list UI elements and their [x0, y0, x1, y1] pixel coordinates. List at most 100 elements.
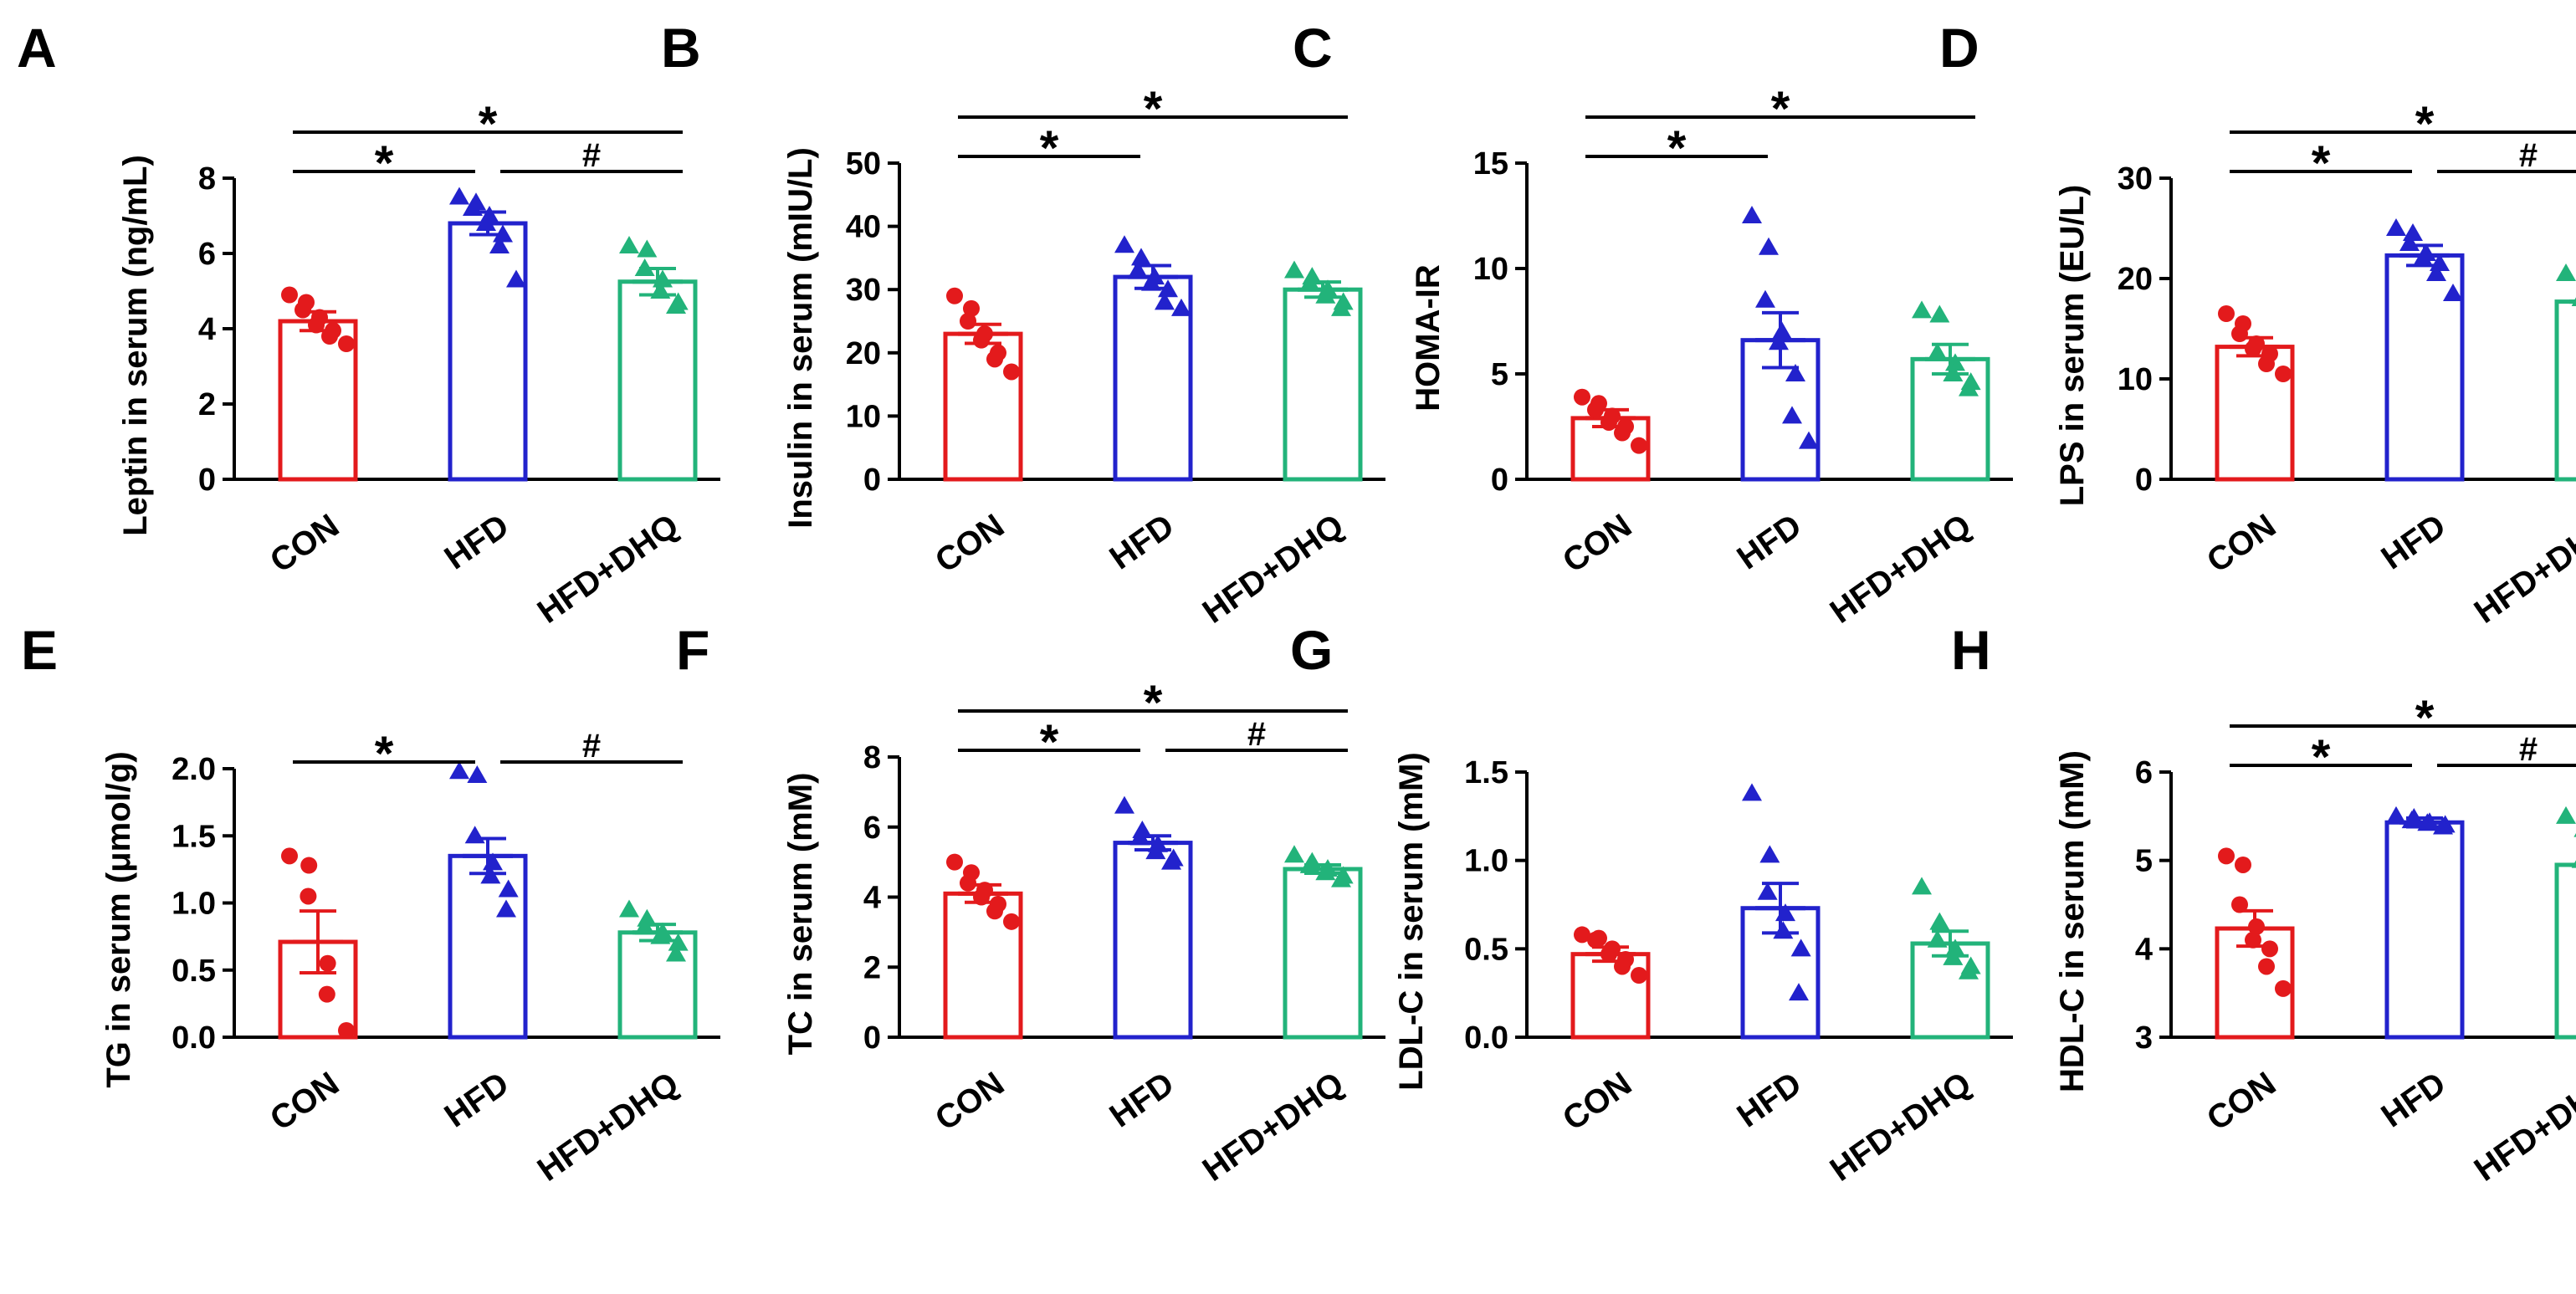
data-point-CON — [1631, 967, 1647, 985]
data-point-CON — [2218, 847, 2235, 865]
data-point-HFD — [2386, 218, 2406, 236]
data-point-HFD — [1128, 260, 1148, 279]
x-tick-label-HFD+DHQ: HFD+DHQ — [1196, 1065, 1351, 1189]
x-tick-label-CON: CON — [929, 1065, 1011, 1138]
bar-HFD+DHQ — [2554, 299, 2576, 482]
y-axis-label: TC in serum (mM) — [782, 773, 819, 1056]
data-point-HFD+DHQ — [1945, 353, 1965, 371]
y-tick-label: 8 — [863, 740, 881, 775]
data-point-CON — [2275, 979, 2292, 997]
y-tick-label: 50 — [846, 146, 881, 182]
y-tick-label: 0.0 — [172, 1020, 216, 1056]
data-point-CON — [1003, 913, 1020, 930]
data-point-CON — [294, 301, 311, 319]
data-point-CON — [963, 299, 980, 317]
data-point-HFD+DHQ — [650, 926, 671, 944]
y-tick-label: 1.5 — [1464, 755, 1508, 790]
y-tick-label: 30 — [2118, 161, 2153, 197]
data-point-HFD+DHQ — [650, 281, 671, 299]
y-tick-label: 40 — [846, 210, 881, 245]
data-point-HFD — [489, 236, 510, 253]
data-point-HFD+DHQ — [1927, 929, 1948, 948]
data-point-HFD+DHQ — [1315, 862, 1336, 881]
data-point-CON — [318, 985, 335, 1003]
data-point-HFD — [1790, 939, 1811, 957]
data-point-CON — [2261, 940, 2278, 958]
significance-mark: * — [2415, 97, 2435, 151]
data-point-CON — [1587, 931, 1604, 949]
y-tick-label: 5 — [2135, 844, 2153, 879]
significance-mark: # — [2519, 137, 2538, 174]
data-point-CON — [2245, 931, 2261, 949]
panel-C: C 0 5 10 15 HOMA-IR CON HFD HFD+DHQ * * — [1293, 17, 2013, 631]
significance-mark: * — [1144, 82, 1163, 136]
bar-HFD — [448, 221, 528, 482]
y-axis-label: Leptin in serum (ng/mL) — [117, 155, 154, 536]
data-point-HFD — [1769, 332, 1789, 350]
y-tick-label: 0.5 — [1464, 932, 1508, 967]
data-point-HFD — [1131, 248, 1151, 266]
data-point-HFD+DHQ — [619, 899, 639, 918]
y-tick-label: 5 — [1491, 357, 1508, 392]
x-tick-label-CON: CON — [264, 1065, 346, 1138]
data-point-HFD — [2403, 223, 2423, 241]
data-point-CON — [2258, 958, 2275, 975]
data-point-HFD+DHQ — [1299, 273, 1320, 291]
y-tick-label: 2 — [198, 387, 216, 422]
data-point-HFD — [467, 765, 488, 784]
data-point-HFD — [1742, 783, 1762, 801]
data-point-HFD+DHQ — [1929, 304, 1950, 323]
panel-F: F 0 2 4 6 8 TC in serum (mM) CON HFD HFD+DHQ * * # — [676, 619, 1385, 1189]
data-point-CON — [2231, 896, 2248, 913]
data-point-HFD — [1773, 921, 1794, 939]
x-tick-label-HFD+DHQ: HFD+DHQ — [531, 1065, 686, 1189]
data-point-HFD — [1155, 292, 1175, 310]
significance-mark: * — [1144, 676, 1163, 730]
significance-mark: * — [479, 97, 498, 151]
data-point-HFD+DHQ — [1912, 300, 1932, 319]
y-tick-label: 10 — [1473, 252, 1508, 287]
panel-letter-C: C — [1293, 17, 1333, 79]
data-point-HFD — [1782, 406, 1802, 424]
panel-letter-G: G — [1290, 619, 1333, 681]
x-tick-label-HFD: HFD — [438, 1065, 516, 1134]
data-point-HFD — [480, 866, 501, 884]
y-tick-label: 2.0 — [172, 752, 216, 787]
x-tick-label-HFD+DHQ: HFD+DHQ — [1196, 507, 1351, 631]
data-point-CON — [1614, 424, 1631, 442]
data-point-HFD — [1129, 827, 1150, 846]
y-tick-label: 2 — [863, 950, 881, 985]
data-point-CON — [973, 888, 990, 906]
y-tick-label: 15 — [1473, 146, 1508, 182]
data-point-HFD — [493, 224, 513, 243]
data-point-HFD+DHQ — [2573, 833, 2576, 837]
data-point-CON — [321, 328, 338, 345]
panel-letter-E: E — [21, 619, 58, 681]
data-point-HFD — [483, 852, 503, 871]
data-point-HFD — [506, 269, 526, 288]
data-point-HFD — [1141, 273, 1161, 291]
data-point-HFD — [1114, 235, 1134, 253]
data-point-HFD — [1161, 852, 1181, 870]
data-point-HFD — [2426, 263, 2446, 281]
data-point-HFD+DHQ — [1959, 378, 1979, 396]
data-point-HFD+DHQ — [1299, 855, 1320, 873]
data-point-CON — [308, 316, 325, 334]
y-tick-label: 6 — [198, 237, 216, 272]
data-point-HFD — [1772, 321, 1792, 340]
x-tick-label-CON: CON — [264, 507, 346, 580]
data-point-HFD — [1145, 841, 1166, 860]
y-tick-label: 4 — [2135, 932, 2153, 967]
y-tick-label: 10 — [2118, 362, 2153, 397]
data-point-HFD — [2401, 811, 2422, 829]
y-tick-label: 1.0 — [172, 887, 216, 922]
data-point-CON — [338, 1021, 355, 1039]
data-point-HFD — [1757, 882, 1778, 900]
data-point-CON — [1574, 926, 1590, 944]
data-point-HFD+DHQ — [1331, 869, 1351, 887]
data-point-CON — [986, 350, 1003, 368]
bar-HFD+DHQ — [1283, 287, 1363, 482]
data-point-CON — [960, 874, 976, 892]
data-point-HFD+DHQ — [1945, 939, 1965, 957]
